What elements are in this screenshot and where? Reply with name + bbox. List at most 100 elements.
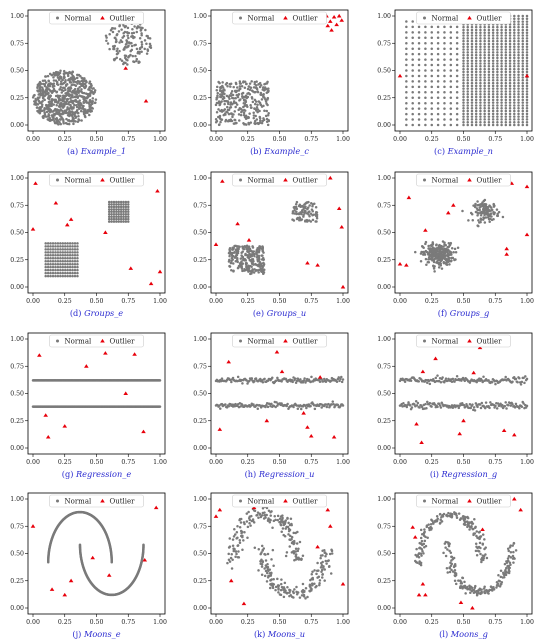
- normal-point: [237, 264, 241, 268]
- normal-point: [474, 106, 478, 110]
- normal-point: [484, 401, 488, 404]
- normal-point: [54, 265, 57, 269]
- normal-point: [31, 96, 35, 99]
- normal-point: [46, 265, 50, 269]
- outlier-point: [339, 224, 345, 229]
- normal-point: [115, 220, 118, 223]
- normal-point: [517, 76, 520, 79]
- normal-point: [500, 45, 503, 48]
- normal-point: [320, 406, 323, 409]
- normal-point: [481, 210, 484, 213]
- normal-point: [298, 540, 302, 544]
- normal-point: [260, 98, 264, 101]
- normal-point: [471, 219, 475, 222]
- legend-normal-label: Normal: [65, 14, 92, 22]
- normal-point: [480, 401, 484, 405]
- normal-point: [120, 59, 124, 62]
- normal-point: [122, 203, 125, 206]
- normal-point: [405, 52, 408, 56]
- legend: Normal Outlier: [49, 494, 144, 508]
- normal-point: [44, 93, 48, 96]
- normal-point: [42, 97, 45, 100]
- normal-point: [65, 117, 68, 121]
- outlier-point: [246, 238, 252, 242]
- normal-point: [255, 108, 258, 111]
- legend-box: [232, 173, 327, 187]
- normal-point: [232, 122, 236, 125]
- normal-point: [233, 118, 236, 122]
- scatter-panel-8: 0.000.000.250.250.500.500.750.751.001.00…: [193, 332, 350, 479]
- normal-point: [479, 115, 482, 118]
- outlier-point: [123, 391, 129, 395]
- legend-normal-label: Normal: [248, 14, 275, 22]
- normal-point: [59, 274, 62, 278]
- normal-point: [133, 36, 136, 39]
- normal-point: [140, 32, 143, 35]
- normal-point: [440, 267, 444, 270]
- normal-point: [56, 254, 60, 257]
- normal-point: [242, 113, 246, 117]
- normal-point: [115, 215, 118, 218]
- normal-point: [58, 104, 61, 107]
- normal-point: [260, 264, 264, 268]
- normal-point: [487, 45, 491, 48]
- normal-point: [59, 242, 62, 245]
- normal-point: [241, 382, 244, 385]
- normal-point: [296, 216, 299, 220]
- caption-label: (c): [434, 146, 448, 156]
- normal-point: [481, 201, 484, 204]
- normal-point: [500, 56, 503, 60]
- normal-point: [485, 210, 488, 214]
- normal-point: [56, 76, 60, 79]
- normal-point: [107, 220, 111, 223]
- normal-point: [496, 112, 499, 116]
- normal-point: [71, 99, 74, 103]
- normal-point: [226, 85, 229, 88]
- normal-point: [517, 79, 520, 82]
- normal-point: [513, 120, 516, 124]
- normal-point: [500, 95, 503, 99]
- normal-point: [525, 101, 529, 104]
- caption-name: Regression_u: [258, 469, 315, 479]
- normal-point: [232, 251, 236, 255]
- normal-point: [513, 95, 516, 99]
- normal-point: [336, 403, 340, 407]
- outlier-point: [477, 345, 483, 350]
- normal-point: [525, 25, 529, 29]
- legend-normal-marker: [56, 16, 59, 20]
- scatter-panel-6: 0.000.000.250.250.500.500.750.751.001.00…: [377, 171, 534, 318]
- legend-normal-marker: [239, 16, 242, 20]
- normal-point: [77, 118, 81, 122]
- normal-point: [417, 58, 421, 61]
- normal-point: [122, 220, 125, 223]
- normal-point: [243, 109, 247, 112]
- panel-caption: (j) Moons_e: [72, 629, 120, 639]
- normal-point: [73, 262, 77, 266]
- normal-point: [37, 111, 40, 114]
- normal-point: [63, 251, 67, 254]
- normal-point: [417, 69, 421, 72]
- normal-point: [89, 86, 92, 89]
- normal-point: [47, 100, 51, 104]
- normal-point: [487, 93, 491, 96]
- normal-point: [122, 200, 125, 204]
- normal-point: [73, 242, 77, 245]
- normal-point: [67, 89, 70, 93]
- y-tick-label: 1.00: [377, 13, 391, 20]
- normal-point: [73, 91, 76, 95]
- outlier-point: [433, 356, 438, 361]
- normal-point: [49, 265, 52, 269]
- normal-point: [118, 58, 122, 61]
- normal-point: [525, 93, 529, 96]
- normal-point: [306, 201, 309, 204]
- normal-point: [119, 210, 123, 214]
- y-tick-label: 0.50: [10, 68, 24, 75]
- normal-point: [430, 36, 433, 40]
- normal-point: [466, 70, 469, 74]
- normal-point: [513, 104, 516, 107]
- normal-point: [229, 85, 232, 88]
- plot-frame: [27, 171, 166, 294]
- normal-point: [44, 271, 47, 275]
- normal-point: [246, 87, 250, 91]
- legend-outlier-label: Outlier: [293, 337, 319, 345]
